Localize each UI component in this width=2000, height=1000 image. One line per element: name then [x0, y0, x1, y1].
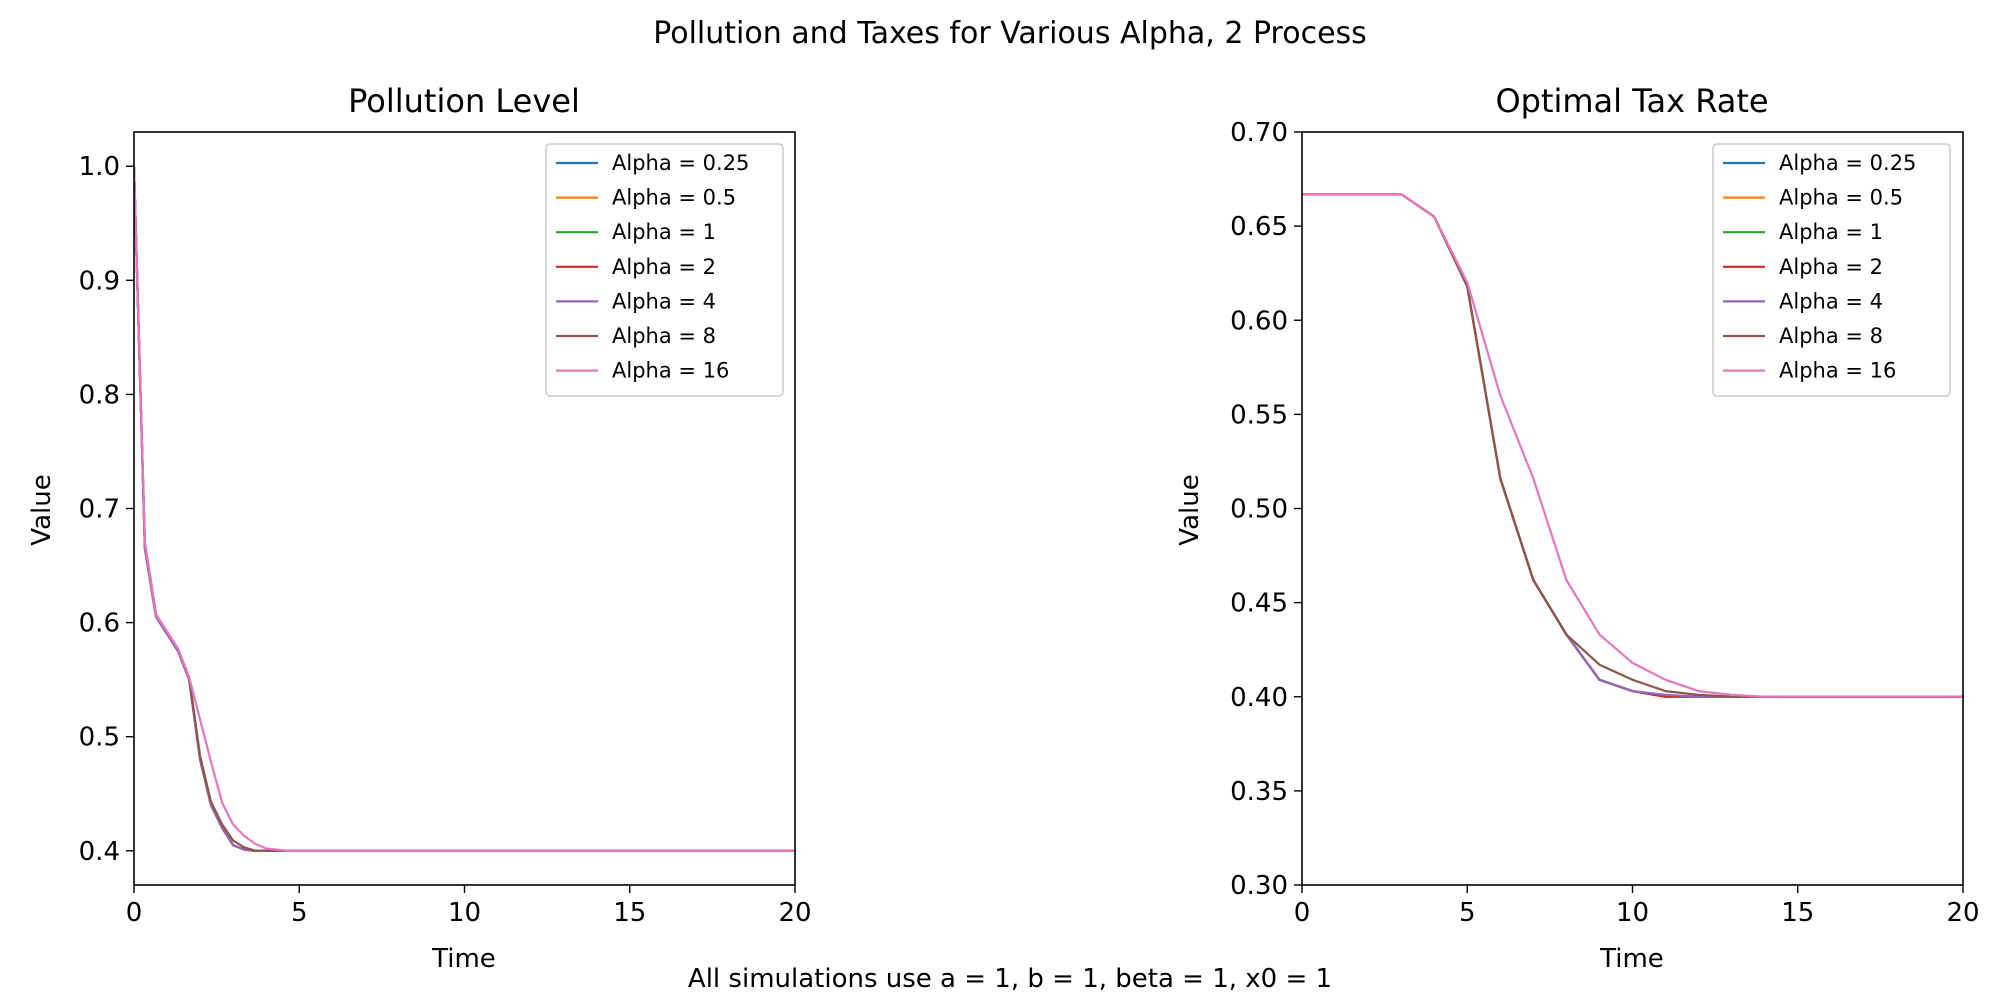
legend-label: Alpha = 0.5 [612, 186, 736, 210]
series-lines [134, 166, 795, 852]
legend-label: Alpha = 0.25 [1779, 151, 1916, 175]
legend-label: Alpha = 1 [612, 220, 716, 244]
x-tick-label: 0 [126, 898, 143, 928]
y-tick-label: 0.65 [1230, 212, 1288, 242]
series-lines [1302, 193, 1963, 698]
legend-label: Alpha = 16 [1779, 359, 1896, 383]
legend-frame [1712, 143, 1951, 397]
y-tick-label: 0.5 [79, 723, 120, 753]
y-tick-label: 0.40 [1230, 683, 1288, 713]
y-tick-label: 0.35 [1230, 777, 1288, 807]
legend-label: Alpha = 2 [612, 255, 716, 279]
legend-label: Alpha = 8 [1779, 324, 1883, 348]
y-tick-label: 0.8 [79, 380, 120, 410]
series-line-alpha-16 [134, 166, 795, 852]
pollution-level-chart: Pollution Level Time Value 0 5 10 15 20 0.4 0.… [27, 82, 812, 974]
chart-title: Pollution Level [348, 82, 580, 120]
legend-label: Alpha = 1 [1779, 220, 1883, 244]
y-tick-label: 1.0 [79, 152, 120, 182]
legend-label: Alpha = 2 [1779, 255, 1883, 279]
x-tick-label: 15 [613, 898, 646, 928]
x-tick-label: 10 [1616, 898, 1649, 928]
legend-label: Alpha = 4 [612, 289, 716, 313]
y-axis-label: Value [1175, 474, 1205, 545]
y-tick-label: 0.7 [79, 495, 120, 525]
y-tick-label: 0.50 [1230, 495, 1288, 525]
optimal-tax-rate-chart: Optimal Tax Rate Time Value 0 5 10 15 20 0.30… [1175, 82, 1980, 974]
legend-label: Alpha = 0.5 [1779, 186, 1903, 210]
y-axis-label: Value [27, 474, 57, 545]
y-tick-label: 0.70 [1230, 118, 1288, 148]
legend-label: Alpha = 8 [612, 324, 716, 348]
legend: Alpha = 0.25 Alpha = 0.5 Alpha = 1 Alpha = … [1712, 143, 1951, 397]
chart-title: Optimal Tax Rate [1495, 82, 1768, 120]
y-tick-label: 0.6 [79, 609, 120, 639]
legend-label: Alpha = 4 [1779, 289, 1883, 313]
legend: Alpha = 0.25 Alpha = 0.5 Alpha = 1 Alpha = … [545, 143, 784, 397]
y-tick-label: 0.4 [79, 837, 120, 867]
series-line-alpha-16 [1302, 193, 1963, 698]
figure-suptitle: Pollution and Taxes for Various Alpha, 2… [653, 16, 1367, 51]
x-tick-label: 10 [448, 898, 481, 928]
legend-label: Alpha = 16 [612, 359, 729, 383]
x-tick-label: 5 [1459, 898, 1476, 928]
x-tick-label: 15 [1781, 898, 1814, 928]
x-tick-label: 0 [1294, 898, 1311, 928]
x-tick-label: 20 [1946, 898, 1979, 928]
y-tick-label: 0.9 [79, 266, 120, 296]
y-tick-label: 0.30 [1230, 871, 1288, 901]
x-tick-label: 5 [291, 898, 308, 928]
legend-label: Alpha = 0.25 [612, 151, 749, 175]
figure-caption: All simulations use a = 1, b = 1, beta =… [688, 964, 1332, 994]
x-tick-label: 20 [778, 898, 811, 928]
legend-frame [545, 143, 784, 397]
y-tick-label: 0.60 [1230, 306, 1288, 336]
x-axis-label: Time [431, 944, 496, 974]
y-tick-label: 0.45 [1230, 589, 1288, 619]
x-axis-label: Time [1599, 944, 1664, 974]
y-tick-label: 0.55 [1230, 400, 1288, 430]
